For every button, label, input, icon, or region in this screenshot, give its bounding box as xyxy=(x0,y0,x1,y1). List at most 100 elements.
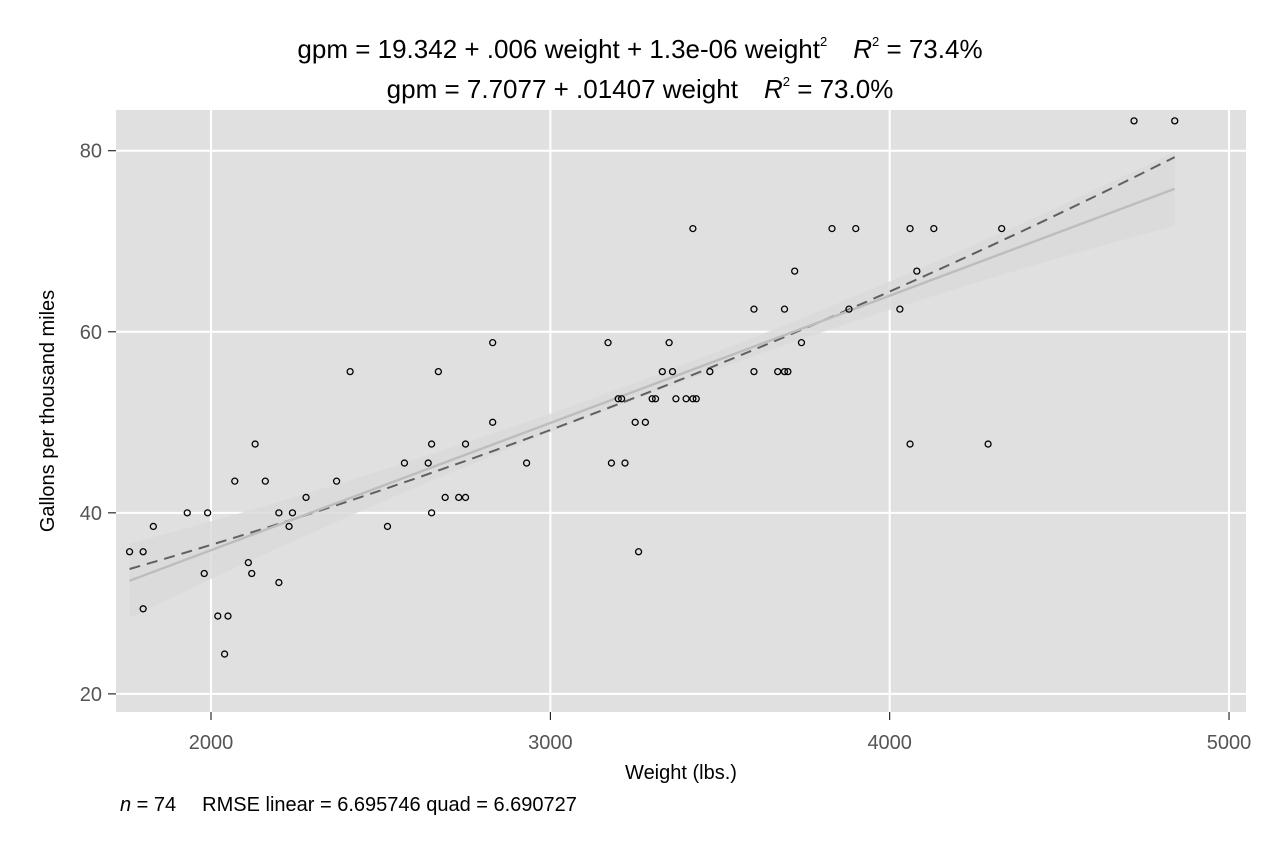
data-point xyxy=(203,509,212,517)
data-point xyxy=(248,569,256,578)
data-point xyxy=(906,224,914,233)
data-point xyxy=(852,224,860,233)
data-point xyxy=(682,395,690,403)
data-point xyxy=(489,339,497,347)
r2-superscript: 2 xyxy=(782,74,790,89)
chart-title-quadratic: gpm = 19.342 + .006 weight + 1.3e-06 wei… xyxy=(0,34,1280,65)
data-point xyxy=(689,224,697,233)
data-point xyxy=(828,224,836,233)
gridlines xyxy=(116,110,1246,712)
n-symbol: n xyxy=(120,794,132,816)
data-point xyxy=(651,395,660,403)
data-point xyxy=(427,509,436,517)
y-tick-label: 40 xyxy=(80,503,102,525)
data-point xyxy=(641,418,650,426)
data-point xyxy=(706,367,714,376)
rmse-text: RMSE linear = 6.695746 quad = 6.690727 xyxy=(202,794,577,816)
data-point xyxy=(648,395,656,403)
data-point xyxy=(784,367,792,376)
data-point xyxy=(231,477,239,485)
x-tick-label: 3000 xyxy=(528,732,573,754)
data-point xyxy=(224,612,232,620)
footer-note: n = 74 RMSE linear = 6.695746 quad = 6.69… xyxy=(120,794,577,817)
data-point xyxy=(332,477,341,485)
n-value: = 74 xyxy=(131,794,177,816)
data-point xyxy=(797,339,806,347)
data-point xyxy=(998,224,1006,233)
y-tick-label: 20 xyxy=(80,684,102,706)
data-point xyxy=(689,395,697,403)
data-point xyxy=(441,493,449,502)
data-point xyxy=(791,267,799,275)
y-tick-label: 60 xyxy=(80,322,102,344)
data-point xyxy=(1130,117,1138,125)
quadratic-superscript: 2 xyxy=(819,34,828,49)
data-point xyxy=(200,569,208,578)
tick-labels: 2000 3000 4000 5000 20 40 60 80 xyxy=(80,141,1252,754)
data-point xyxy=(424,459,432,467)
quadratic-equation: gpm = 19.342 + .006 weight + 1.3e-06 wei… xyxy=(297,34,820,64)
data-point xyxy=(288,509,297,517)
r2-symbol: R xyxy=(763,74,783,104)
x-tick-label: 5000 xyxy=(1207,732,1252,754)
data-point xyxy=(434,367,443,376)
data-point xyxy=(930,224,938,233)
data-point xyxy=(183,509,191,517)
data-point xyxy=(461,493,470,502)
data-point xyxy=(896,305,904,313)
linear-equation: gpm = 7.7077 + .01407 weight xyxy=(386,74,738,104)
r2-superscript: 2 xyxy=(871,34,880,49)
x-tick-label: 2000 xyxy=(189,732,234,754)
linear-fit-line xyxy=(129,187,1176,582)
data-point xyxy=(617,395,626,403)
data-points xyxy=(125,117,1179,658)
data-point xyxy=(214,612,222,620)
quadratic-r2-value: = 73.4% xyxy=(879,34,983,64)
data-point xyxy=(149,522,157,531)
x-tick-label: 4000 xyxy=(867,732,912,754)
data-point xyxy=(621,459,629,467)
data-point xyxy=(750,367,758,376)
data-point xyxy=(139,548,147,556)
data-point xyxy=(275,578,283,587)
data-point xyxy=(427,440,436,448)
data-point xyxy=(780,367,789,376)
data-point xyxy=(125,548,134,556)
data-point xyxy=(984,440,992,448)
data-point xyxy=(634,548,643,556)
data-point xyxy=(139,605,147,613)
fit-lines xyxy=(129,156,1176,582)
data-point xyxy=(607,459,616,467)
data-point xyxy=(668,367,677,376)
data-point xyxy=(692,395,700,403)
data-point xyxy=(913,267,921,275)
data-point xyxy=(461,440,470,448)
data-point xyxy=(845,305,853,313)
data-point xyxy=(750,305,758,313)
data-point xyxy=(302,493,310,502)
y-axis-label: Gallons per thousand miles xyxy=(37,290,59,532)
x-axis-label: Weight (lbs.) xyxy=(625,762,737,784)
data-point xyxy=(244,558,252,567)
data-point xyxy=(220,650,229,658)
data-point xyxy=(261,477,269,485)
data-point xyxy=(275,509,283,517)
data-point xyxy=(658,367,666,376)
data-point xyxy=(906,440,914,448)
r2-symbol: R xyxy=(853,34,872,64)
data-point xyxy=(455,493,463,502)
data-point xyxy=(774,367,782,376)
data-point xyxy=(672,395,680,403)
data-point xyxy=(604,339,612,347)
data-point xyxy=(346,367,354,376)
data-point xyxy=(522,459,531,467)
data-point xyxy=(665,339,673,347)
data-point xyxy=(285,522,293,531)
data-point xyxy=(631,418,639,426)
data-point xyxy=(780,305,789,313)
chart-title-linear: gpm = 7.7077 + .01407 weight R2 = 73.0% xyxy=(0,74,1280,105)
y-tick-label: 80 xyxy=(80,141,102,163)
data-point xyxy=(383,522,392,531)
data-point xyxy=(251,440,259,448)
